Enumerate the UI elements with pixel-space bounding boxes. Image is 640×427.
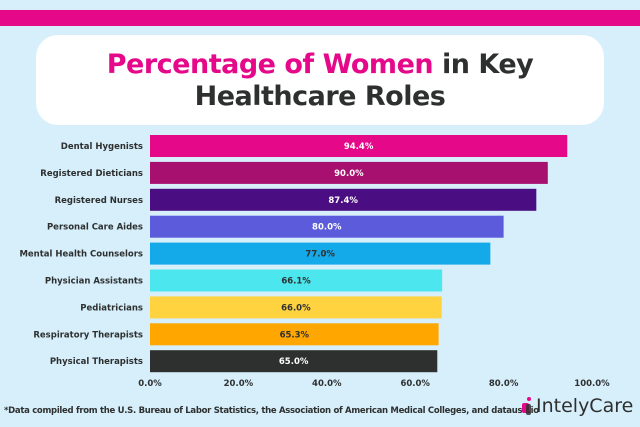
bar [150,296,442,319]
title-line2: Healthcare Roles [194,81,446,112]
category-label: Respiratory Therapists [33,330,143,340]
data-label: 65.0% [279,357,309,367]
x-tick-label: 40.0% [312,379,342,389]
logo-text: IntelyCare [536,395,634,417]
x-tick-label: 20.0% [224,379,254,389]
bar [150,161,548,184]
bar [150,188,537,211]
x-tick-label: 100.0% [574,379,610,389]
x-tick-label: 60.0% [400,379,430,389]
bar [150,215,504,238]
bar [150,350,438,373]
chart-title: Percentage of Women in Key Healthcare Ro… [36,49,604,113]
logo-mark-icon [522,397,532,415]
bar [150,242,491,265]
title-card: Percentage of Women in Key Healthcare Ro… [36,35,604,125]
category-label: Physician Assistants [45,277,143,287]
category-label: Mental Health Counselors [19,250,143,260]
category-label: Physical Therapists [50,357,143,367]
x-tick-label: 80.0% [489,379,519,389]
category-label: Personal Care Aides [47,223,143,233]
title-rest: in Key [433,49,534,80]
x-tick-label: 0.0% [138,379,162,389]
bar [150,323,439,346]
data-label: 66.1% [281,277,311,287]
data-label: 77.0% [305,250,335,260]
intelycare-logo: IntelyCare [522,395,633,417]
category-label: Dental Hygenists [61,142,143,152]
title-highlight: Percentage of Women [106,49,434,80]
data-label: 80.0% [312,223,342,233]
data-label: 87.4% [328,196,358,206]
data-label: 65.3% [280,330,310,340]
top-accent-bar [0,10,640,26]
category-label: Pediatricians [80,303,143,313]
data-label: 90.0% [334,169,364,179]
bar [150,269,443,292]
category-label: Registered Nurses [55,196,143,206]
bar [150,135,568,157]
footnote: *Data compiled from the U.S. Bureau of L… [4,406,539,416]
data-label: 66.0% [281,303,311,313]
data-label: 94.4% [344,142,374,152]
category-label: Registered Dieticians [40,169,143,179]
